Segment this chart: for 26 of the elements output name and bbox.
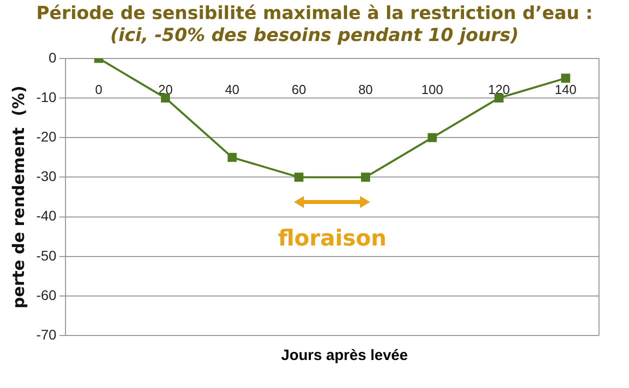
point xyxy=(294,172,304,182)
x-tick-label: 120 xyxy=(488,82,510,97)
y-tick-label: -40 xyxy=(36,208,57,224)
chart-subtitle: (ici, -50% des besoins pendant 10 jours) xyxy=(109,25,520,47)
annotation: floraison xyxy=(278,226,386,252)
y-tick-label: -10 xyxy=(36,88,57,105)
point xyxy=(561,74,570,83)
point xyxy=(428,133,437,142)
x-tick-label: 140 xyxy=(554,82,577,97)
x-tick-label: 60 xyxy=(292,82,306,97)
y-tick-label: 0 xyxy=(48,49,57,66)
y-tick-label: -70 xyxy=(36,326,57,342)
x-tick-label: 40 xyxy=(224,82,240,97)
x-tick-label: 80 xyxy=(358,82,373,97)
y-tick-label: -20 xyxy=(36,128,57,144)
chart-title: Période de sensibilité maximale à la restriction d’eau : xyxy=(35,2,594,25)
y-tick-label: -30 xyxy=(36,168,57,184)
y-tick-label: -60 xyxy=(36,286,57,303)
x-axis-title: Jours après levée xyxy=(280,347,409,364)
y-tick-label: -50 xyxy=(36,247,57,264)
point xyxy=(160,93,170,103)
y-axis-title: perte de rendement (%) xyxy=(8,86,28,308)
x-tick-label: 100 xyxy=(421,82,444,97)
point xyxy=(228,152,237,162)
x-tick-label: 0 xyxy=(95,82,102,97)
point xyxy=(361,172,370,182)
